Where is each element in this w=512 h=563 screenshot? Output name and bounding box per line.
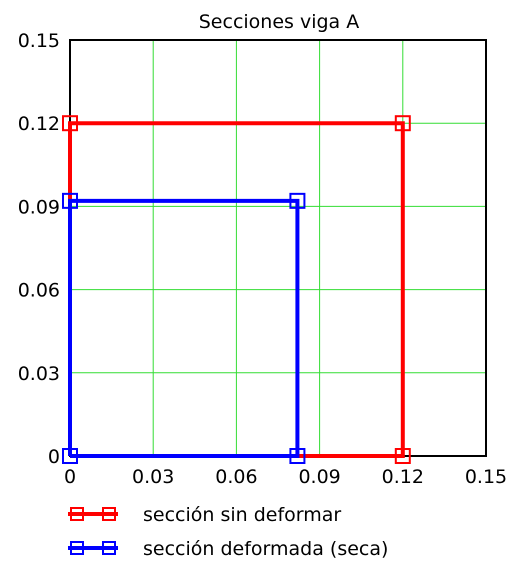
y-tick-label: 0.12	[18, 113, 60, 135]
y-tick-label: 0.15	[18, 30, 60, 52]
series-1	[62, 192, 306, 464]
legend-item-0: sección sin deformar	[68, 504, 341, 526]
legend: sección sin deformar sección deformada (s…	[68, 504, 388, 560]
x-tick-label: 0.09	[298, 466, 340, 488]
x-tick-label: 0.12	[382, 466, 424, 488]
legend-swatch-marker	[102, 507, 116, 521]
data-point	[289, 192, 306, 209]
legend-swatch-marker	[70, 541, 84, 555]
x-axis-ticks: 0 0.03 0.06 0.09 0.12 0.15	[64, 466, 507, 488]
legend-swatch-marker	[70, 507, 84, 521]
x-tick-label: 0.15	[465, 466, 507, 488]
data-point	[62, 192, 78, 209]
chart-title: Secciones viga A	[199, 11, 359, 33]
data-point	[62, 448, 78, 464]
y-axis-ticks: 0 0.03 0.06 0.09 0.12 0.15	[18, 30, 60, 468]
x-tick-label: 0.03	[132, 466, 174, 488]
grid	[70, 40, 486, 456]
legend-label: sección deformada (seca)	[143, 538, 388, 560]
data-point	[62, 115, 78, 132]
x-tick-label: 0.06	[215, 466, 257, 488]
legend-label: sección sin deformar	[143, 504, 341, 526]
y-tick-label: 0.06	[18, 280, 60, 302]
y-tick-label: 0	[48, 446, 60, 468]
series-layer	[62, 115, 411, 464]
data-point	[289, 448, 306, 464]
x-tick-label: 0	[64, 466, 76, 488]
legend-item-1: sección deformada (seca)	[68, 538, 388, 560]
plot-frame	[69, 39, 487, 457]
y-tick-label: 0.03	[18, 363, 60, 385]
series-line	[68, 198, 300, 458]
data-point	[394, 448, 411, 464]
legend-swatch-marker	[102, 541, 116, 555]
data-point	[394, 115, 411, 132]
y-tick-label: 0.09	[18, 196, 60, 218]
